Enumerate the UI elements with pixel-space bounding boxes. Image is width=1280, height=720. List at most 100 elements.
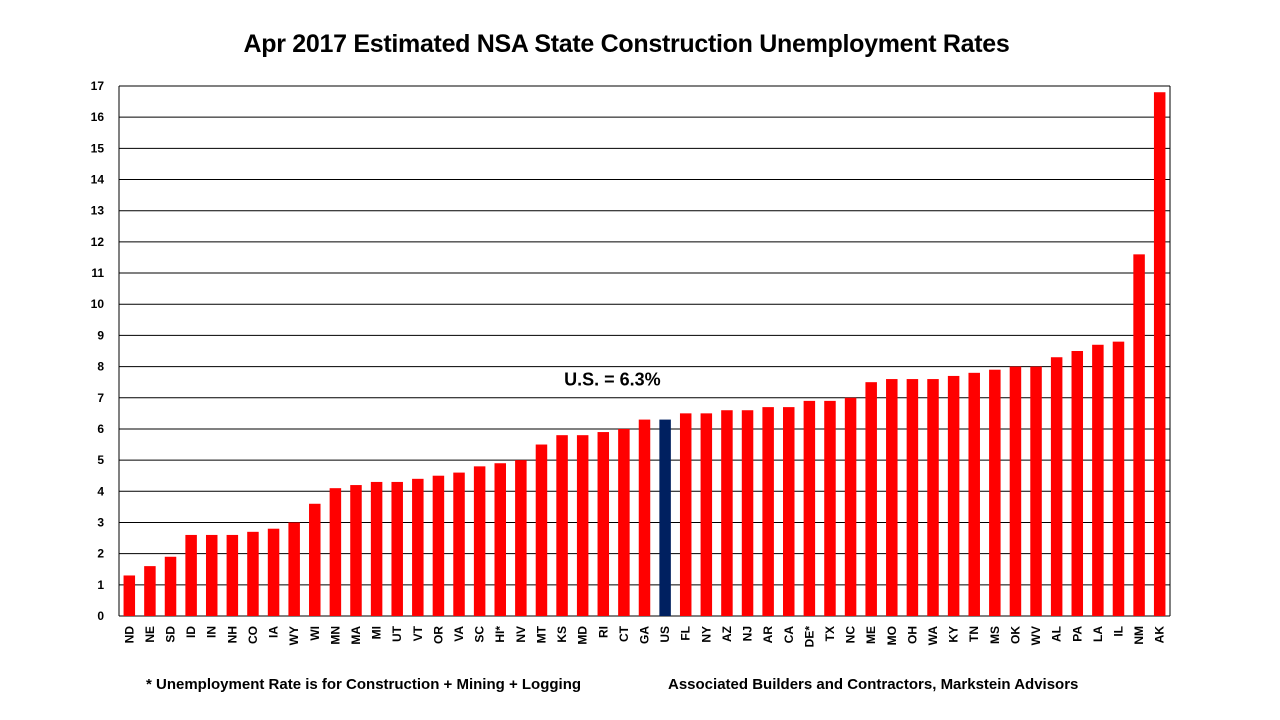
y-tick-label: 3 <box>97 515 104 529</box>
bar-ma <box>350 485 362 616</box>
x-tick-label: UT <box>390 625 404 642</box>
x-tick-label: NC <box>844 626 858 644</box>
x-tick-label: MT <box>534 625 548 643</box>
x-tick-label: AK <box>1153 626 1167 644</box>
x-tick-label: NM <box>1132 626 1146 645</box>
x-tick-label: LA <box>1091 626 1105 642</box>
bar-sc <box>473 466 486 616</box>
bar-pa <box>1071 351 1084 616</box>
x-tick-label: AZ <box>720 626 734 642</box>
y-tick-label: 14 <box>91 173 105 187</box>
bar-or <box>432 475 445 616</box>
bar-vt <box>412 478 424 616</box>
bar-nj <box>741 410 754 616</box>
bar-ga <box>638 419 651 616</box>
bar-us <box>659 419 671 616</box>
x-tick-label: MI <box>370 626 384 639</box>
y-tick-label: 16 <box>91 110 105 124</box>
bar-ak <box>1153 92 1166 616</box>
bar-wi <box>309 503 321 616</box>
x-tick-label: MD <box>576 626 590 645</box>
bar-ia <box>267 528 280 616</box>
bar-ca <box>783 407 795 616</box>
x-tick-label: VA <box>452 626 466 642</box>
bar-va <box>453 472 465 616</box>
x-tick-label: DE* <box>802 626 816 648</box>
bar-mn <box>329 488 342 616</box>
x-tick-label: CA <box>782 626 796 644</box>
x-tick-label: CT <box>617 625 631 642</box>
bar-ut <box>391 481 403 616</box>
bar-wa <box>927 379 939 616</box>
bar-md <box>576 435 589 616</box>
bar-ar <box>762 407 774 616</box>
x-tick-label: KY <box>947 626 961 643</box>
bar-nv <box>515 460 527 616</box>
x-tick-label: ID <box>184 626 198 638</box>
y-tick-label: 4 <box>97 484 104 498</box>
bar-nd <box>123 575 136 616</box>
x-tick-label: NY <box>699 626 713 643</box>
x-tick-label: VT <box>411 625 425 641</box>
x-tick-label: GA <box>638 626 652 644</box>
x-tick-label: OH <box>905 626 919 644</box>
bar-az <box>721 410 733 616</box>
bar-ny <box>700 413 713 616</box>
bar-ok <box>1009 366 1022 616</box>
bar-wy <box>288 522 300 616</box>
bar-ri <box>597 432 610 616</box>
bar-wv <box>1030 366 1042 616</box>
x-tick-label: FL <box>679 626 693 641</box>
x-tick-label: NH <box>225 626 239 643</box>
x-tick-label: ND <box>122 626 136 644</box>
bar-sd <box>164 556 177 616</box>
x-tick-label: NV <box>514 626 528 643</box>
x-tick-label: TN <box>967 626 981 642</box>
chart-title: Apr 2017 Estimated NSA State Constructio… <box>243 30 1010 58</box>
bar-la <box>1092 344 1104 616</box>
x-tick-label: NJ <box>741 626 755 641</box>
footnote-source: Associated Builders and Contractors, Mar… <box>668 676 1079 693</box>
y-tick-label: 9 <box>97 328 104 342</box>
y-tick-label: 11 <box>91 266 104 280</box>
y-tick-label: 8 <box>97 360 104 374</box>
x-tick-label: AL <box>1050 626 1064 642</box>
bar-tx <box>824 400 836 616</box>
y-tick-label: 10 <box>91 297 105 311</box>
x-tick-label: MN <box>328 626 342 645</box>
x-tick-label: US <box>658 626 672 643</box>
x-tick-label: SD <box>164 626 178 643</box>
us-annotation: U.S. = 6.3% <box>564 370 661 390</box>
bar-nm <box>1133 254 1145 616</box>
x-tick-label: NE <box>143 626 157 643</box>
x-tick-label: WI <box>308 626 322 641</box>
y-tick-label: 12 <box>91 235 105 249</box>
x-tick-label: MO <box>885 626 899 645</box>
bar-tn <box>968 372 980 616</box>
bar-nh <box>226 534 239 616</box>
x-tick-label: SC <box>473 626 487 643</box>
bar-mt <box>535 444 548 616</box>
x-tick-label: WY <box>287 626 301 645</box>
bar-ct <box>618 428 630 616</box>
x-tick-label: OR <box>431 626 445 644</box>
bar-ne <box>144 566 156 616</box>
bar-fl <box>679 413 692 616</box>
footnote-methodology: * Unemployment Rate is for Construction … <box>146 676 582 693</box>
bar-mi <box>370 481 383 616</box>
bar-nc <box>844 397 857 616</box>
y-tick-label: 13 <box>91 204 105 218</box>
bar-il <box>1112 341 1125 616</box>
x-tick-label: MA <box>349 626 363 645</box>
x-tick-label: IL <box>1111 626 1125 637</box>
x-tick-label: RI <box>596 626 610 638</box>
bar-ky <box>947 375 960 616</box>
bar-mo <box>886 379 898 616</box>
y-tick-label: 0 <box>97 609 104 623</box>
y-tick-label: 1 <box>97 578 104 592</box>
y-tick-label: 17 <box>91 79 105 93</box>
x-tick-label: WV <box>1029 626 1043 645</box>
bar-co <box>247 531 259 616</box>
x-tick-label: CO <box>246 626 260 644</box>
